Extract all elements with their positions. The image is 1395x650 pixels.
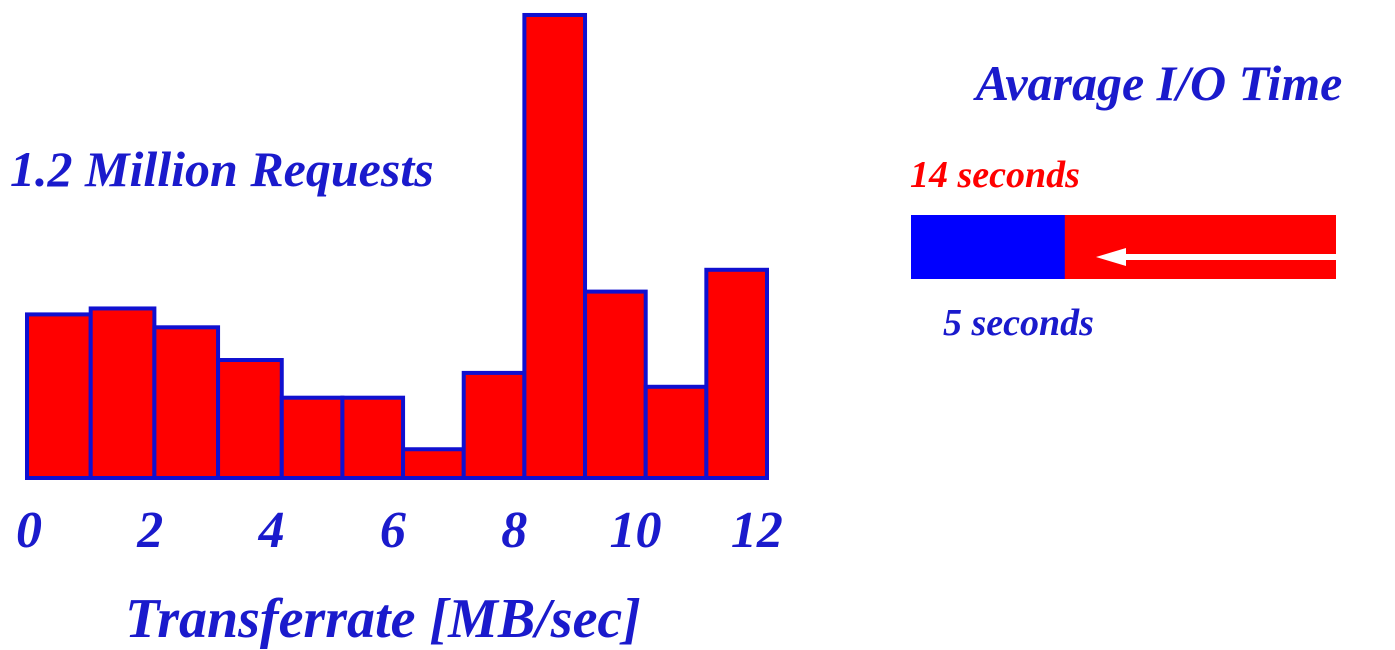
x-tick-label: 4 (258, 502, 285, 559)
histogram-bar (704, 267, 769, 480)
histogram-bar (461, 370, 527, 480)
reduction-arrow-icon (1096, 248, 1126, 266)
io-old-time-label: 14 seconds (910, 154, 1080, 196)
x-tick-label: 6 (380, 502, 406, 559)
x-tick-label: 12 (731, 502, 783, 559)
histogram-bar (279, 395, 345, 480)
reduction-arrow-shaft (1116, 254, 1336, 260)
x-tick-label: 10 (610, 502, 662, 559)
histogram-bar (340, 395, 406, 480)
histogram-bar (522, 12, 588, 481)
io-new-time-label: 5 seconds (943, 302, 1094, 344)
histogram-bar (643, 384, 709, 481)
histogram-bars (25, 12, 769, 481)
x-tick-label: 2 (136, 502, 163, 559)
histogram-bar (88, 306, 157, 480)
x-tick-label: 0 (16, 502, 42, 559)
histogram-bar (216, 358, 284, 480)
io-new-time-bar (911, 215, 1065, 279)
io-time-bar (911, 215, 1336, 279)
histogram-bar (583, 289, 648, 480)
x-axis-label: Transferrate [MB/sec] (125, 588, 641, 650)
histogram-bar (152, 325, 221, 480)
histogram-bar (401, 447, 466, 480)
x-tick-labels: 0 2 4 6 8 10 12 (16, 502, 783, 559)
io-time-title: Avarage I/O Time (973, 55, 1343, 111)
x-tick-label: 8 (501, 502, 527, 559)
histogram-bar (25, 312, 93, 481)
requests-label: 1.2 Million Requests (10, 141, 434, 197)
